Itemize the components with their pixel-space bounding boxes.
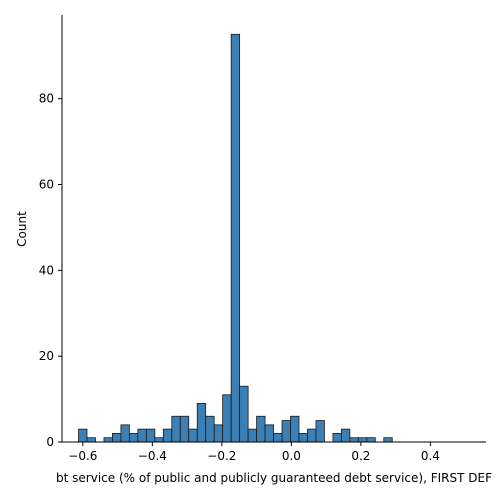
x-axis-label: bt service (% of public and publicly gua… (56, 471, 492, 485)
histogram-bar-22 (264, 424, 274, 443)
x-tick-label: 0.2 (351, 449, 370, 463)
histogram-bar-23 (273, 433, 283, 443)
bars-group (78, 33, 393, 443)
y-tick-label: 0 (46, 435, 54, 449)
histogram-bar-28 (315, 420, 325, 443)
x-tick-label: 0.0 (282, 449, 301, 463)
histogram-bar-25 (290, 415, 300, 443)
histogram-bar-31 (340, 428, 351, 443)
histogram-bar-36 (383, 437, 393, 443)
histogram-bar-7 (137, 428, 147, 443)
histogram-bar-14 (196, 402, 207, 443)
histogram-bar-12 (179, 415, 190, 443)
y-ticks-group: 0 20 40 60 80 (39, 92, 62, 449)
histogram-bar-30 (332, 433, 342, 443)
x-tick-label: −0.6 (68, 449, 97, 463)
histogram-bar-13 (188, 428, 198, 443)
histogram-bar-34 (366, 437, 376, 443)
histogram-bar-16 (213, 424, 224, 443)
histogram-bar-26 (298, 433, 308, 443)
x-ticks-group: −0.6 −0.4 −0.2 0.0 0.2 0.4 (68, 442, 440, 463)
histogram-bar-17 (222, 394, 232, 443)
histogram-bar-24 (281, 420, 291, 443)
y-tick-label: 20 (39, 349, 54, 363)
histogram-bar-18 (230, 33, 241, 443)
x-tick-label: −0.4 (138, 449, 167, 463)
x-tick-label: −0.2 (207, 449, 236, 463)
y-tick-label: 60 (39, 178, 54, 192)
histogram-bar-3 (103, 437, 113, 443)
histogram-bar-33 (357, 437, 368, 443)
histogram-bar-32 (349, 437, 359, 443)
histogram-bar-20 (247, 428, 257, 443)
histogram-bar-6 (128, 433, 139, 443)
histogram-bar-11 (171, 415, 181, 443)
x-tick-label: 0.4 (421, 449, 440, 463)
y-tick-label: 80 (39, 92, 54, 106)
histogram-bar-10 (162, 428, 173, 443)
histogram-bar-5 (120, 424, 130, 443)
histogram-bar-0 (78, 428, 88, 443)
histogram-bar-8 (145, 428, 156, 443)
histogram-bar-4 (112, 433, 122, 443)
histogram-bar-15 (205, 415, 215, 443)
y-tick-label: 40 (39, 263, 54, 277)
histogram-bar-1 (86, 437, 96, 443)
histogram-bar-27 (307, 428, 317, 443)
y-axis-label: Count (15, 211, 29, 247)
histogram-bar-19 (239, 385, 249, 443)
histogram-bar-21 (256, 415, 266, 443)
histogram-bar-9 (154, 437, 164, 443)
